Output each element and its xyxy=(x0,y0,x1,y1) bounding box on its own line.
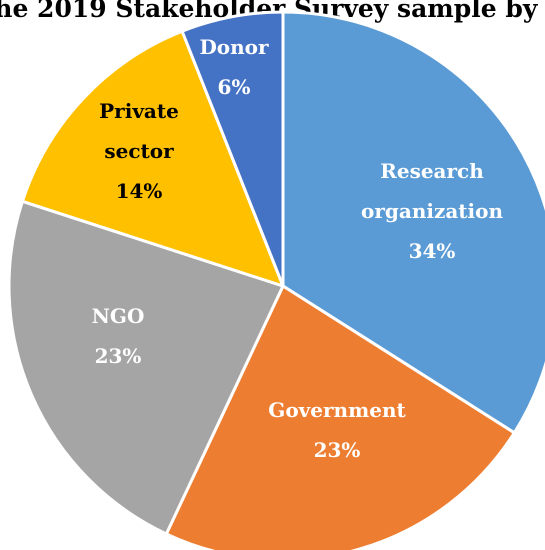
slice-label-private-sector: Private sector 14% xyxy=(99,99,179,203)
slice-research-organization xyxy=(281,10,545,435)
pie-slices xyxy=(7,10,545,550)
slice-category: Private xyxy=(99,99,179,123)
slice-category: NGO xyxy=(92,304,145,328)
slice-private-sector xyxy=(20,29,285,288)
slice-ngo xyxy=(7,199,285,536)
slice-percent: 14% xyxy=(116,179,163,203)
slice-category: organization xyxy=(361,199,503,223)
slice-percent: 23% xyxy=(314,438,361,462)
slice-percent: 34% xyxy=(409,239,456,263)
slice-label-donor: Donor 6% xyxy=(199,35,269,99)
slice-label-research-organization: Research organization 34% xyxy=(361,159,503,263)
slice-category: Research xyxy=(380,159,484,183)
slice-category: Government xyxy=(268,398,406,422)
slice-label-government: Government 23% xyxy=(268,398,406,462)
slice-percent: 6% xyxy=(218,75,251,99)
slice-category: Donor xyxy=(199,35,269,59)
slice-label-ngo: NGO 23% xyxy=(92,304,145,368)
slice-percent: 23% xyxy=(95,344,142,368)
slice-donor xyxy=(180,10,285,288)
slice-category: sector xyxy=(104,139,174,163)
pie-labels: Research organization 34% Government 23% NGO 2… xyxy=(92,35,504,462)
